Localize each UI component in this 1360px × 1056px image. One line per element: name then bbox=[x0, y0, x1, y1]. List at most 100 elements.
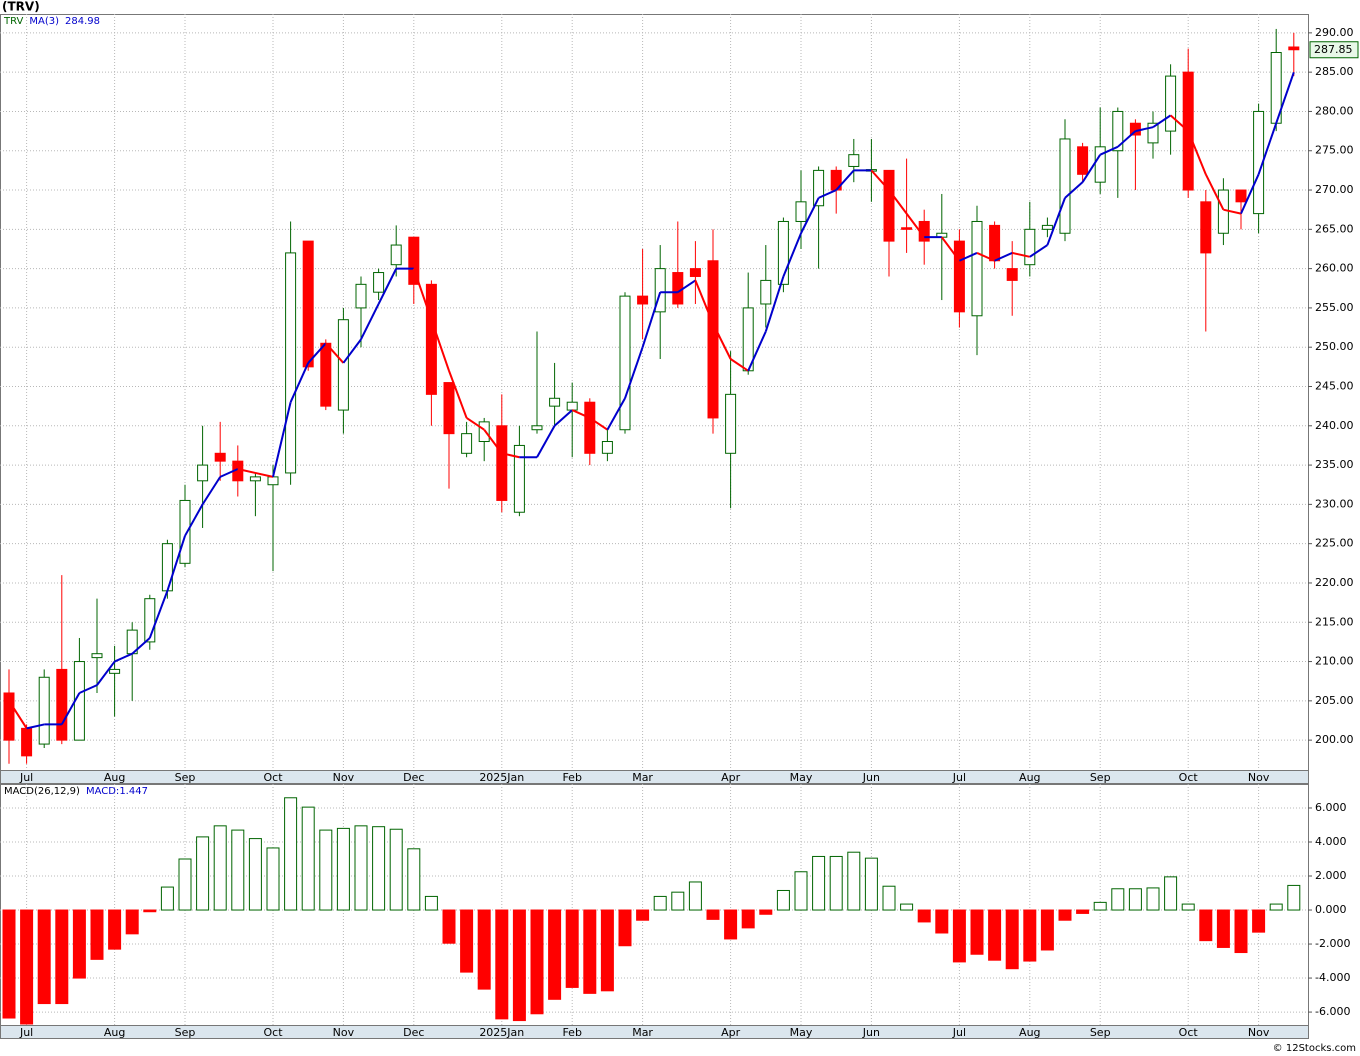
macd-bar bbox=[196, 836, 210, 911]
ma-segment bbox=[501, 452, 520, 459]
y-tick-label: 215.00 bbox=[1315, 615, 1354, 628]
ma-segment bbox=[255, 471, 274, 478]
candle-body bbox=[249, 476, 261, 482]
y-tick-label: 285.00 bbox=[1315, 65, 1354, 78]
macd-bar bbox=[372, 826, 386, 911]
ma-segment bbox=[360, 303, 380, 340]
ma-segment bbox=[342, 338, 362, 364]
macd-bar bbox=[759, 909, 773, 915]
ma-segment bbox=[747, 331, 767, 372]
macd-bar bbox=[284, 797, 298, 911]
candle-body bbox=[179, 499, 191, 564]
x-tick-label: Dec bbox=[403, 1026, 424, 1039]
ma-segment bbox=[1223, 208, 1242, 215]
ma-segment bbox=[448, 370, 468, 419]
macd-bar bbox=[178, 858, 192, 911]
last-price-label: 287.85 bbox=[1314, 43, 1353, 56]
ma-segment bbox=[1169, 114, 1189, 132]
ma-segment bbox=[888, 189, 908, 215]
ma-segment bbox=[430, 319, 450, 372]
macd-bar bbox=[706, 909, 720, 920]
candle-body bbox=[1006, 268, 1018, 281]
x-tick-label: Oct bbox=[1179, 771, 1199, 784]
x-tick-label: Mar bbox=[632, 771, 653, 784]
x-tick-label: Jun bbox=[862, 771, 880, 784]
macd-bar bbox=[125, 909, 139, 935]
legend-ma: MA(3) bbox=[29, 16, 59, 27]
y-tick-label: 290.00 bbox=[1315, 26, 1354, 39]
macd-bar bbox=[1076, 909, 1090, 914]
candle-body bbox=[654, 268, 666, 313]
y-tick-label: 235.00 bbox=[1315, 458, 1354, 471]
macd-bar bbox=[794, 871, 808, 911]
y-tick-label: 0.000 bbox=[1315, 903, 1347, 916]
candle-body bbox=[531, 425, 543, 431]
y-tick-label: 265.00 bbox=[1315, 222, 1354, 235]
legend-current-value: 1.447 bbox=[119, 786, 148, 797]
ma-segment bbox=[835, 169, 855, 191]
candle-body bbox=[901, 227, 913, 230]
ma-segment bbox=[1257, 122, 1278, 175]
macd-bar bbox=[1093, 901, 1107, 911]
ma-segment bbox=[1029, 244, 1048, 258]
ma-segment bbox=[606, 397, 626, 431]
ma-segment bbox=[905, 213, 926, 238]
ma-segment bbox=[184, 503, 204, 537]
macd-bar bbox=[1146, 887, 1160, 911]
x-tick-label: Aug bbox=[104, 771, 125, 784]
y-tick-label: 230.00 bbox=[1315, 497, 1354, 510]
x-tick-label: Sep bbox=[175, 1026, 196, 1039]
ma-segment bbox=[800, 197, 820, 234]
x-axis-strip bbox=[0, 770, 1309, 784]
macd-bar bbox=[988, 909, 1002, 961]
macd-bar bbox=[90, 909, 104, 960]
ma-segment bbox=[536, 425, 556, 458]
y-tick-label: 210.00 bbox=[1315, 655, 1354, 668]
macd-bar bbox=[55, 909, 69, 1005]
legend-symbol: TRV bbox=[3, 16, 24, 27]
macd-bar bbox=[72, 909, 86, 979]
candle-body bbox=[109, 668, 121, 674]
candle-body bbox=[144, 598, 156, 643]
y-tick-label: 240.00 bbox=[1315, 419, 1354, 432]
macd-bar bbox=[266, 847, 280, 911]
candle-body bbox=[302, 240, 314, 368]
ma-segment bbox=[272, 401, 292, 478]
ma-segment bbox=[958, 251, 978, 262]
ma-segment bbox=[114, 652, 133, 663]
macd-bar bbox=[935, 909, 949, 934]
ma-segment bbox=[624, 346, 644, 399]
candle-body bbox=[513, 444, 525, 513]
candle-body bbox=[1024, 228, 1036, 266]
macd-bar bbox=[653, 895, 667, 911]
ma-segment bbox=[976, 251, 996, 262]
candle-body bbox=[214, 452, 226, 462]
candle-body bbox=[56, 668, 68, 741]
macd-bar bbox=[864, 857, 878, 911]
y-tick-label: 4.000 bbox=[1315, 835, 1347, 848]
x-tick-label: Aug bbox=[104, 1026, 125, 1039]
candle-body bbox=[21, 727, 33, 757]
macd-bar bbox=[37, 909, 51, 1005]
macd-bar bbox=[1111, 888, 1125, 911]
ma-segment bbox=[466, 417, 485, 431]
ma-segment bbox=[307, 342, 327, 364]
candle-body bbox=[1200, 201, 1212, 254]
candle-body bbox=[725, 393, 737, 454]
y-tick-label: 6.000 bbox=[1315, 801, 1347, 814]
macd-bar bbox=[1287, 884, 1301, 911]
candle-body bbox=[267, 476, 279, 486]
x-tick-label: Sep bbox=[1090, 1026, 1111, 1039]
candle-body bbox=[461, 433, 473, 454]
candle-body bbox=[883, 169, 895, 242]
macd-bar bbox=[1058, 909, 1072, 921]
candle-body bbox=[337, 319, 349, 411]
macd-bar bbox=[512, 909, 526, 1022]
ma-segment bbox=[219, 468, 239, 478]
x-tick-label: Feb bbox=[562, 1026, 581, 1039]
macd-bar bbox=[952, 909, 966, 963]
ma-segment bbox=[1240, 173, 1260, 215]
candle-body bbox=[91, 653, 103, 659]
macd-bar bbox=[1252, 909, 1266, 933]
candle-body bbox=[848, 154, 860, 167]
